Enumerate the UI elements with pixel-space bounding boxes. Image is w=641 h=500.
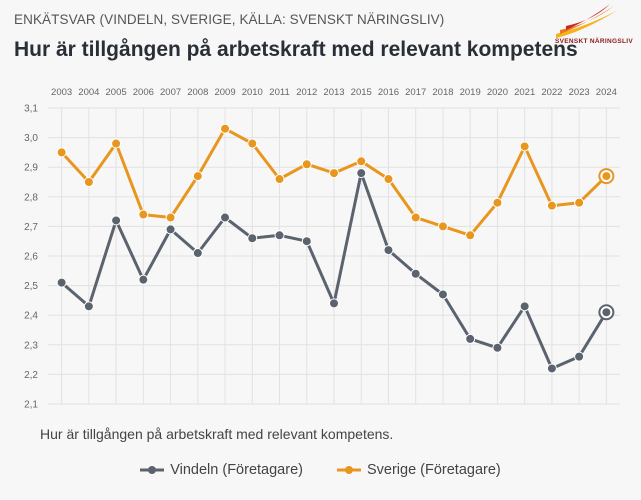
logo-icon	[556, 4, 618, 38]
data-point-sverige	[492, 197, 503, 208]
x-tick-label: 2004	[78, 87, 99, 98]
data-point-vindeln	[83, 301, 94, 312]
x-tick-label: 2024	[596, 87, 617, 98]
data-point-sverige	[83, 177, 94, 187]
data-point-sverige	[274, 174, 285, 185]
y-tick-label: 2,4	[24, 311, 38, 322]
data-point-vindeln	[356, 168, 367, 179]
data-point-vindeln	[165, 224, 176, 235]
data-point-sverige	[192, 171, 203, 182]
data-point-sverige	[465, 230, 476, 241]
data-point-vindeln	[410, 268, 421, 279]
data-point-vindeln	[519, 301, 530, 312]
data-point-vindeln	[383, 245, 394, 256]
data-point-vindeln	[437, 289, 448, 300]
x-tick-label: 2018	[432, 87, 453, 98]
y-tick-label: 2,2	[24, 370, 38, 381]
data-point-sverige	[383, 174, 394, 185]
x-tick-label: 2023	[569, 87, 590, 98]
line-chart: 2,1 2,2 2,3 2,4 2,5 2,6 2,7 2,8 2,9 3,0 3,1 2003 200…	[24, 87, 620, 411]
x-tick-label: 2003	[51, 87, 72, 98]
legend-label-sverige: Sverige (Företagare)	[366, 462, 501, 478]
data-point-sverige	[165, 212, 176, 223]
x-tick-label: 2021	[514, 87, 535, 98]
x-tick-label: 2022	[541, 87, 562, 98]
data-point-sverige	[111, 138, 122, 149]
data-point-sverige	[546, 200, 557, 211]
y-tick-label: 3,0	[24, 133, 38, 144]
data-point-vindeln	[465, 333, 476, 344]
data-point-vindeln	[574, 351, 585, 362]
chart-title: Hur är tillgången på arbetskraft med rel…	[14, 38, 578, 61]
y-tick-label: 2,8	[24, 192, 38, 203]
legend-swatch-vindeln	[140, 466, 165, 474]
legend: Vindeln (Företagare) Sverige (Företagare…	[0, 462, 641, 478]
x-tick-label: 2008	[187, 87, 208, 98]
y-tick-label: 3,1	[24, 104, 38, 115]
x-tick-label: 2011	[269, 87, 289, 98]
data-point-sverige	[410, 212, 421, 223]
x-tick-label: 2010	[242, 87, 263, 98]
data-point-vindeln	[301, 236, 312, 247]
data-point-vindeln	[111, 215, 122, 226]
y-tick-label: 2,6	[24, 252, 38, 263]
x-tick-label: 2016	[378, 87, 399, 98]
x-tick-label: 2020	[487, 87, 508, 98]
x-tick-label: 2013	[323, 87, 344, 98]
chart-supertitle: ENKÄTSVAR (VINDELN, SVERIGE, KÄLLA: SVEN…	[14, 12, 445, 27]
data-point-sverige	[356, 156, 367, 167]
legend-swatch-sverige	[336, 466, 361, 474]
y-tick-label: 2,3	[24, 340, 38, 351]
data-point-vindeln	[192, 248, 203, 259]
data-point-sverige	[601, 171, 612, 182]
data-point-vindeln	[546, 363, 557, 374]
data-point-sverige	[301, 159, 312, 170]
data-point-sverige	[138, 209, 149, 220]
y-tick-label: 2,7	[24, 222, 38, 233]
data-point-sverige	[247, 138, 258, 149]
logo-text: SVENSKT NÄRINGSLIV	[555, 38, 633, 45]
data-point-sverige	[437, 221, 448, 232]
y-tick-label: 2,5	[24, 281, 38, 292]
x-tick-label: 2006	[133, 87, 154, 98]
data-point-vindeln	[601, 307, 612, 318]
data-point-vindeln	[329, 298, 339, 309]
data-point-sverige	[574, 197, 585, 208]
data-point-vindeln	[274, 230, 285, 241]
x-tick-label: 2017	[405, 87, 426, 98]
data-point-vindeln	[56, 277, 67, 288]
data-point-vindeln	[220, 212, 231, 223]
data-point-sverige	[220, 123, 231, 134]
legend-item-vindeln[interactable]: Vindeln (Företagare)	[140, 462, 303, 478]
data-point-sverige	[329, 168, 339, 179]
x-tick-label: 2019	[460, 87, 481, 98]
y-tick-label: 2,9	[24, 163, 38, 174]
x-tick-label: 2007	[160, 87, 181, 98]
data-point-vindeln	[247, 233, 258, 244]
data-point-sverige	[519, 141, 530, 152]
legend-item-sverige[interactable]: Sverige (Företagare)	[336, 462, 501, 478]
x-tick-label: 2005	[106, 87, 127, 98]
legend-label-vindeln: Vindeln (Företagare)	[170, 462, 303, 478]
x-tick-label: 2015	[351, 87, 372, 98]
chart-caption: Hur är tillgången på arbetskraft med rel…	[40, 426, 394, 442]
y-tick-label: 2,1	[24, 400, 38, 411]
x-tick-label: 2012	[296, 87, 317, 98]
data-point-vindeln	[492, 342, 503, 353]
data-point-sverige	[56, 147, 67, 158]
data-point-vindeln	[138, 274, 149, 285]
x-tick-label: 2009	[214, 87, 235, 98]
